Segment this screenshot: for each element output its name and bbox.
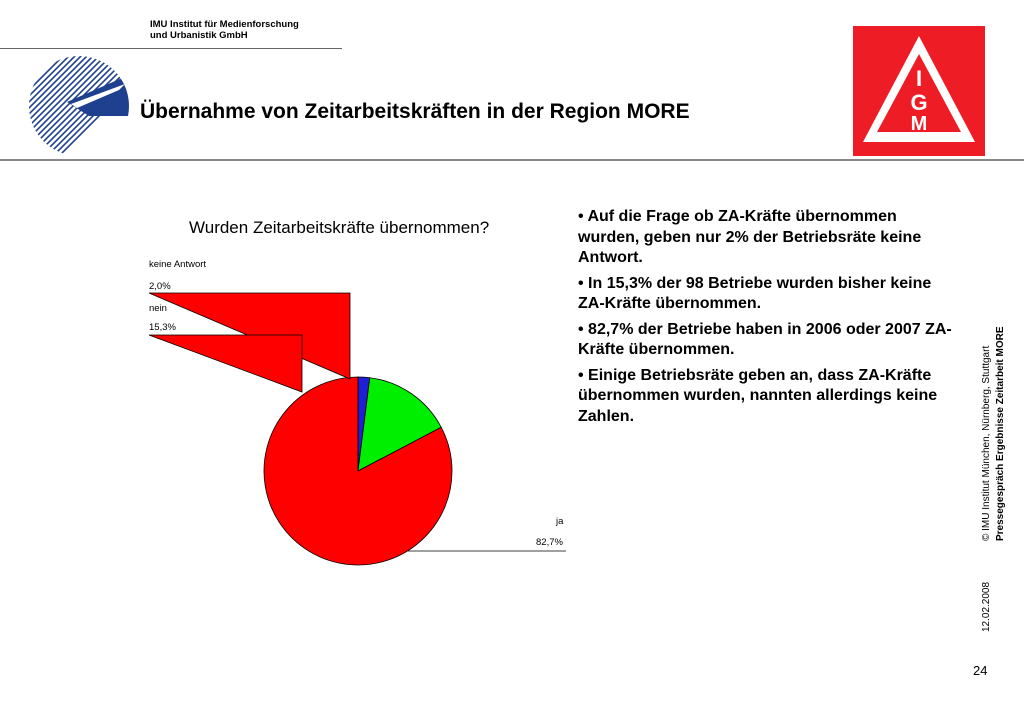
bullet-item: • Auf die Frage ob ZA-Kräfte übernommen … [578, 208, 922, 266]
bullet-list: • Auf die Frage ob ZA-Kräfte übernommen … [578, 207, 958, 432]
label-nein: nein [149, 303, 167, 314]
page-title: Übernahme von Zeitarbeitskräften in der … [140, 100, 690, 123]
imu-logo [29, 56, 129, 156]
institute-line-1: IMU Institut für Medienforschung [150, 19, 299, 30]
pie-leaders [148, 292, 566, 552]
igm-letter-i: I [916, 66, 922, 91]
page-number: 24 [973, 663, 988, 678]
label-keine-antwort: keine Antwort [149, 259, 207, 270]
ig-metall-logo: I G M [853, 26, 985, 156]
leader-nein [148, 334, 303, 393]
label-ja: ja [556, 516, 564, 527]
bullet-item: • 82,7% der Betriebe haben in 2006 oder … [578, 320, 952, 359]
value-nein: 15,3% [149, 322, 176, 333]
pie-slice-ja [263, 376, 453, 566]
institute-line-2: und Urbanistik GmbH [150, 30, 248, 41]
igm-letter-g: G [910, 90, 927, 115]
sidebar-copyright: © IMU Institut München, Nürnberg, Stuttg… [981, 345, 992, 541]
value-keine-antwort: 2,0% [149, 281, 171, 292]
pie-slice-nein [357, 377, 442, 472]
sidebar-date: 12.02.2008 [981, 581, 992, 632]
institute-name: IMU Institut für Medienforschung und Urb… [150, 19, 299, 41]
bullet-item: • Einige Betriebsräte geben an, dass ZA-… [578, 366, 938, 425]
title-divider [0, 159, 1024, 161]
sidebar-event: Pressegespräch Ergebnisse Zeitarbeit MOR… [995, 326, 1006, 541]
chart-title: Wurden Zeitarbeitskräfte übernommen? [189, 218, 490, 237]
institute-divider [0, 48, 342, 49]
value-ja: 82,7% [536, 537, 563, 548]
bullet-item: • In 15,3% der 98 Betriebe wurden bisher… [578, 274, 932, 313]
pie-slices [263, 376, 453, 566]
igm-letter-m: M [911, 113, 928, 135]
